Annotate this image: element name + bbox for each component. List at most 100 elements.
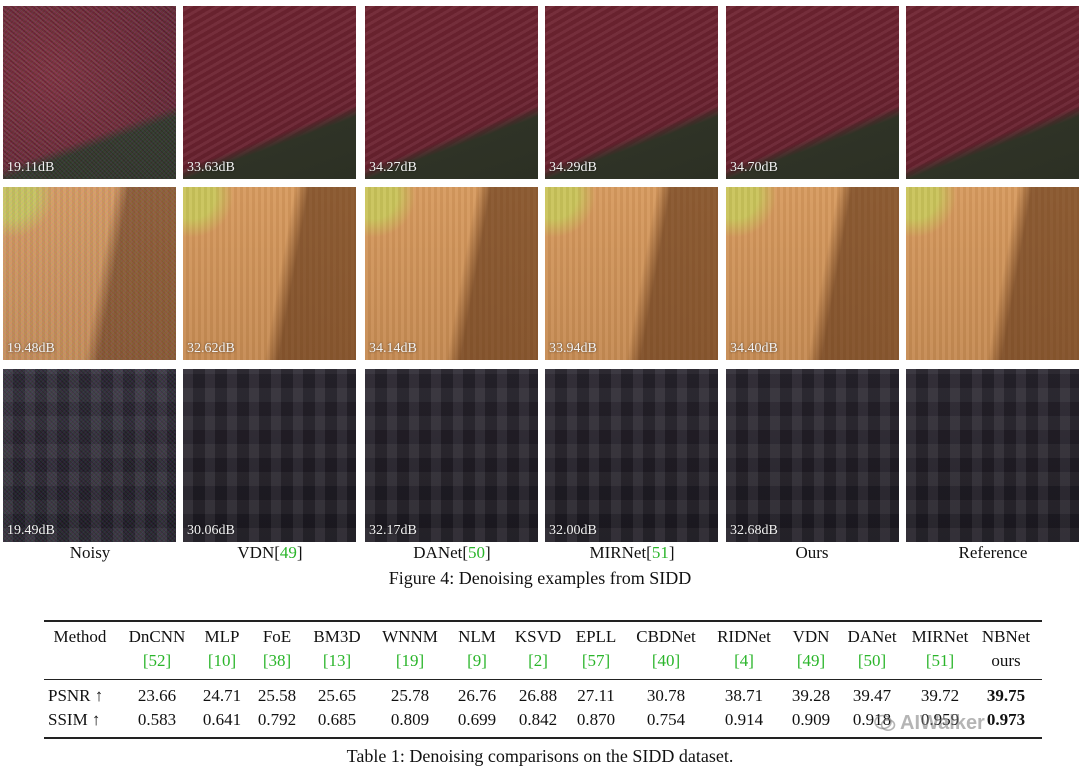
figure-image-r3-c1: 19.49dB: [3, 369, 176, 542]
column-label-bracket: ]: [668, 543, 675, 562]
psnr-value: 23.66: [137, 686, 177, 705]
figure-image-r2-c1: 19.48dB: [3, 187, 176, 360]
table-header-cell: NBNet: [981, 627, 1031, 646]
citation-link[interactable]: [19]: [395, 651, 425, 670]
figure-image-r1-c3: 34.27dB: [365, 6, 538, 179]
citation-link[interactable]: [52]: [142, 651, 172, 670]
wechat-icon: [874, 714, 896, 731]
psnr-label: 34.27dB: [369, 160, 417, 175]
psnr-value: 25.58: [257, 686, 297, 705]
figure-image-r3-c4: 32.00dB: [545, 369, 718, 542]
table-header-cell: MIRNet: [911, 627, 969, 646]
ssim-row-label: SSIM ↑: [48, 710, 101, 729]
ssim-value: 0.583: [137, 710, 177, 729]
citation-link[interactable]: [49]: [796, 651, 826, 670]
figure-image-r1-c6: [906, 6, 1079, 179]
figure-image-r1-c5: 34.70dB: [726, 6, 899, 179]
figure-image-r3-c5: 32.68dB: [726, 369, 899, 542]
ssim-value: 0.792: [257, 710, 297, 729]
ssim-value: 0.842: [518, 710, 558, 729]
ssim-value: 0.809: [390, 710, 430, 729]
figure-image-r3-c3: 32.17dB: [365, 369, 538, 542]
ssim-value: 0.870: [576, 710, 616, 729]
citation-link[interactable]: [13]: [322, 651, 352, 670]
column-label-text: DANet[: [413, 543, 469, 562]
table-header-cell: VDN: [792, 627, 830, 646]
column-label-text: Ours: [795, 543, 829, 562]
figure-image-r2-c6: [906, 187, 1079, 360]
citation-link[interactable]: [10]: [207, 651, 237, 670]
citation-link[interactable]: [57]: [581, 651, 611, 670]
citation-link[interactable]: [51]: [925, 651, 955, 670]
dark-corner: [183, 101, 356, 179]
table-header-cell: MLP: [204, 627, 240, 646]
figure-image-grid: 19.11dB 33.63dB 34.27dB 34.29dB 34.70dB 19.48…: [3, 6, 1079, 542]
noise-overlay: [3, 6, 176, 179]
table-caption: Table 1: Denoising comparisons on the SI…: [346, 746, 734, 766]
psnr-value: 39.75: [986, 686, 1026, 705]
ssim-value: 0.959: [920, 710, 960, 729]
citation-link[interactable]: [38]: [262, 651, 292, 670]
table-header-cell: NLM: [458, 627, 496, 646]
dark-corner: [545, 101, 718, 179]
table-header-cell: KSVD: [514, 627, 562, 646]
figure-image-r3-c6: [906, 369, 1079, 542]
citation-link[interactable]: [9]: [467, 651, 487, 670]
dark-corner: [365, 101, 538, 179]
ssim-value: 0.754: [646, 710, 686, 729]
citation-link[interactable]: 51: [651, 543, 669, 562]
table-header-cell: CBDNet: [636, 627, 696, 646]
figure-image-r2-c4: 33.94dB: [545, 187, 718, 360]
table-rule: [44, 737, 1042, 739]
ssim-value: 0.685: [317, 710, 357, 729]
psnr-value: 27.11: [577, 686, 615, 705]
dark-corner: [3, 101, 176, 179]
column-label: MIRNet[51]: [544, 543, 720, 563]
table-rule: [44, 679, 1042, 680]
figure-image-r3-c2: 30.06dB: [183, 369, 356, 542]
dark-corner: [906, 101, 1079, 179]
dark-corner: [726, 101, 899, 179]
psnr-label: 32.62dB: [187, 341, 235, 356]
citation-link[interactable]: [4]: [734, 651, 754, 670]
figure-image-r2-c5: 34.40dB: [726, 187, 899, 360]
table-header-cell: RIDNet: [717, 627, 771, 646]
citation-link[interactable]: [50]: [857, 651, 887, 670]
figure-image-r1-c4: 34.29dB: [545, 6, 718, 179]
table-header-cell: BM3D: [313, 627, 361, 646]
column-label-text: Noisy: [69, 543, 111, 562]
figure-image-r2-c2: 32.62dB: [183, 187, 356, 360]
figure-image-r1-c1: 19.11dB: [3, 6, 176, 179]
column-label-bracket: ]: [296, 543, 303, 562]
column-label: Ours: [724, 543, 900, 563]
noise-overlay: [3, 187, 176, 360]
psnr-value: 25.65: [317, 686, 357, 705]
psnr-value: 38.71: [724, 686, 764, 705]
ssim-value: 0.909: [791, 710, 831, 729]
citation-link[interactable]: [40]: [651, 651, 681, 670]
table-header-cell: DnCNN: [128, 627, 186, 646]
citation-link[interactable]: 49: [279, 543, 297, 562]
figure-column-labels: Noisy VDN[49] DANet[50] MIRNet[51] Ours Refer…: [0, 543, 1080, 565]
psnr-value: 39.72: [920, 686, 960, 705]
citation-link[interactable]: [2]: [528, 651, 548, 670]
psnr-label: 33.94dB: [549, 341, 597, 356]
citation-link[interactable]: 50: [468, 543, 486, 562]
table-header-cell: FoE: [262, 627, 292, 646]
table-header-cell: DANet: [847, 627, 897, 646]
psnr-label: 34.29dB: [549, 160, 597, 175]
psnr-value: 26.88: [518, 686, 558, 705]
figure-image-r2-c3: 34.14dB: [365, 187, 538, 360]
table-rule: [44, 620, 1042, 622]
figure-image-r1-c2: 33.63dB: [183, 6, 356, 179]
psnr-value: 30.78: [646, 686, 686, 705]
ssim-value: 0.914: [724, 710, 764, 729]
column-label-text: VDN[: [237, 543, 280, 562]
ssim-value: 0.699: [457, 710, 497, 729]
psnr-row-label: PSNR ↑: [48, 686, 104, 705]
psnr-label: 30.06dB: [187, 523, 235, 538]
psnr-label: 34.70dB: [730, 160, 778, 175]
psnr-label: 32.17dB: [369, 523, 417, 538]
ours-label: ours: [991, 651, 1021, 670]
table-header-cell: Method: [53, 627, 107, 646]
